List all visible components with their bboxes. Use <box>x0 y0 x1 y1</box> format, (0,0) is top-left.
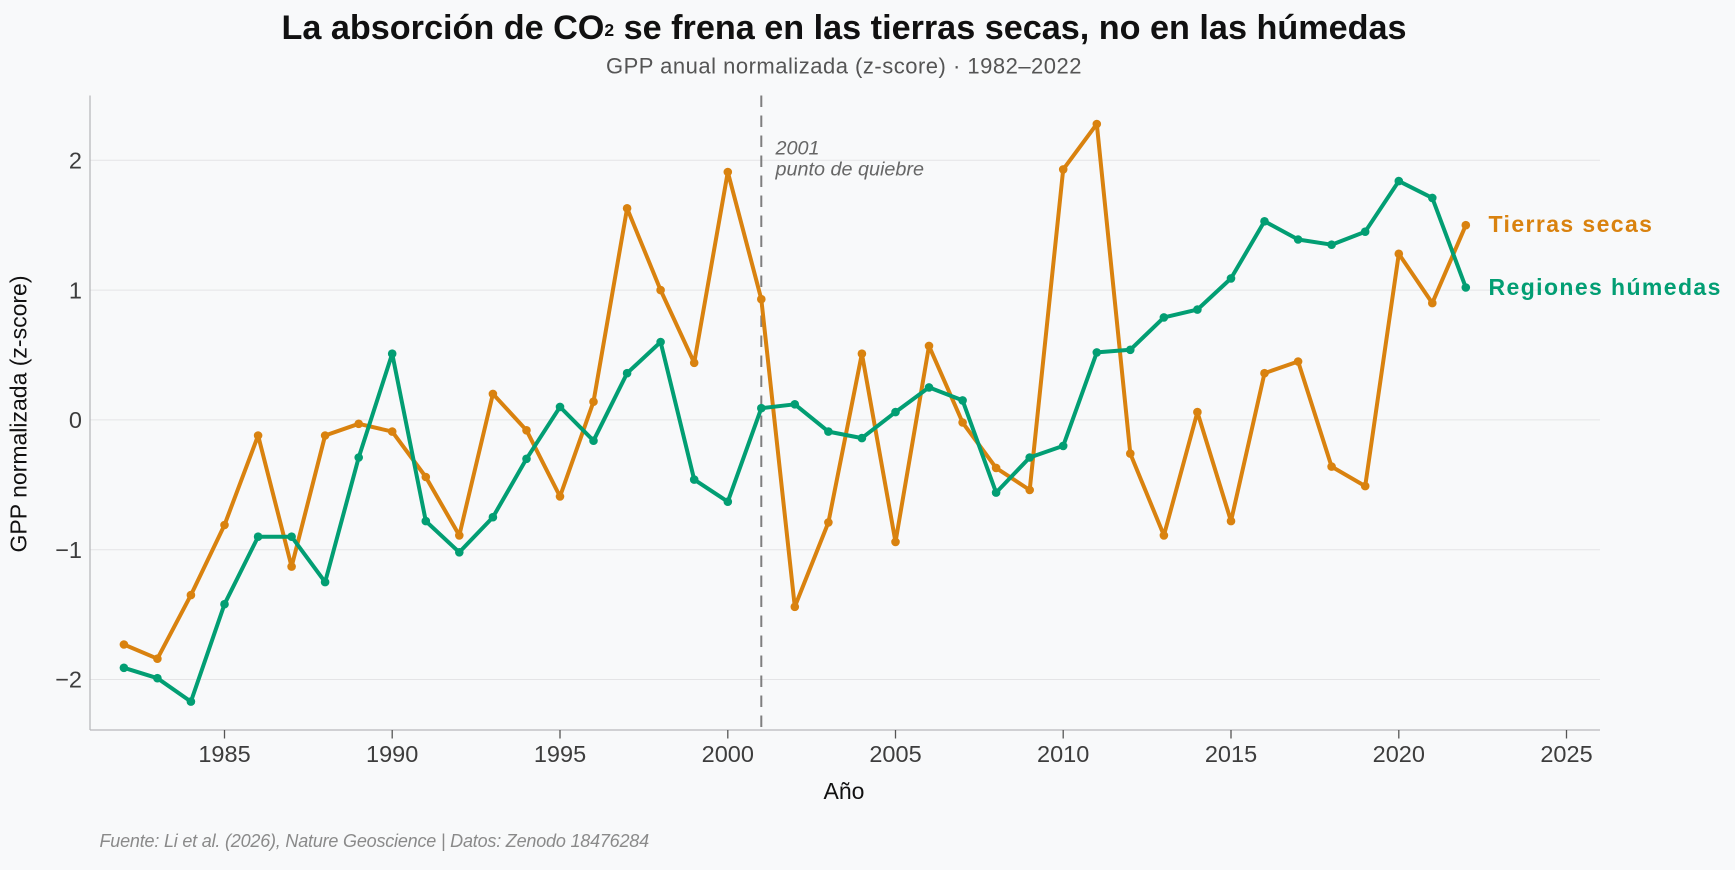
svg-text:−1: −1 <box>55 537 82 563</box>
svg-text:2010: 2010 <box>1037 741 1089 767</box>
svg-text:2020: 2020 <box>1373 741 1425 767</box>
svg-text:2025: 2025 <box>1540 741 1592 767</box>
svg-text:Regiones húmedas: Regiones húmedas <box>1489 274 1722 300</box>
svg-text:2000: 2000 <box>702 741 754 767</box>
svg-text:GPP normalizada (z-score): GPP normalizada (z-score) <box>6 276 32 553</box>
svg-text:2005: 2005 <box>869 741 921 767</box>
svg-text:1985: 1985 <box>198 741 250 767</box>
svg-text:GPP anual normalizada (z-score: GPP anual normalizada (z-score) · 1982–2… <box>606 54 1082 79</box>
svg-text:Fuente: Li et al. (2026), Natu: Fuente: Li et al. (2026), Nature Geoscie… <box>100 831 650 851</box>
svg-text:1995: 1995 <box>534 741 586 767</box>
svg-text:0: 0 <box>69 407 82 433</box>
svg-text:2015: 2015 <box>1205 741 1257 767</box>
svg-text:−2: −2 <box>55 667 82 693</box>
svg-text:1990: 1990 <box>366 741 418 767</box>
svg-text:Año: Año <box>824 778 865 804</box>
svg-text:1: 1 <box>69 277 82 303</box>
svg-text:La absorción de CO2 se frena e: La absorción de CO2 se frena en las tier… <box>281 9 1406 47</box>
svg-text:2001: 2001 <box>775 138 820 160</box>
svg-text:2: 2 <box>69 148 82 174</box>
svg-text:Tierras secas: Tierras secas <box>1489 211 1654 237</box>
svg-text:punto de quiebre: punto de quiebre <box>775 159 925 181</box>
